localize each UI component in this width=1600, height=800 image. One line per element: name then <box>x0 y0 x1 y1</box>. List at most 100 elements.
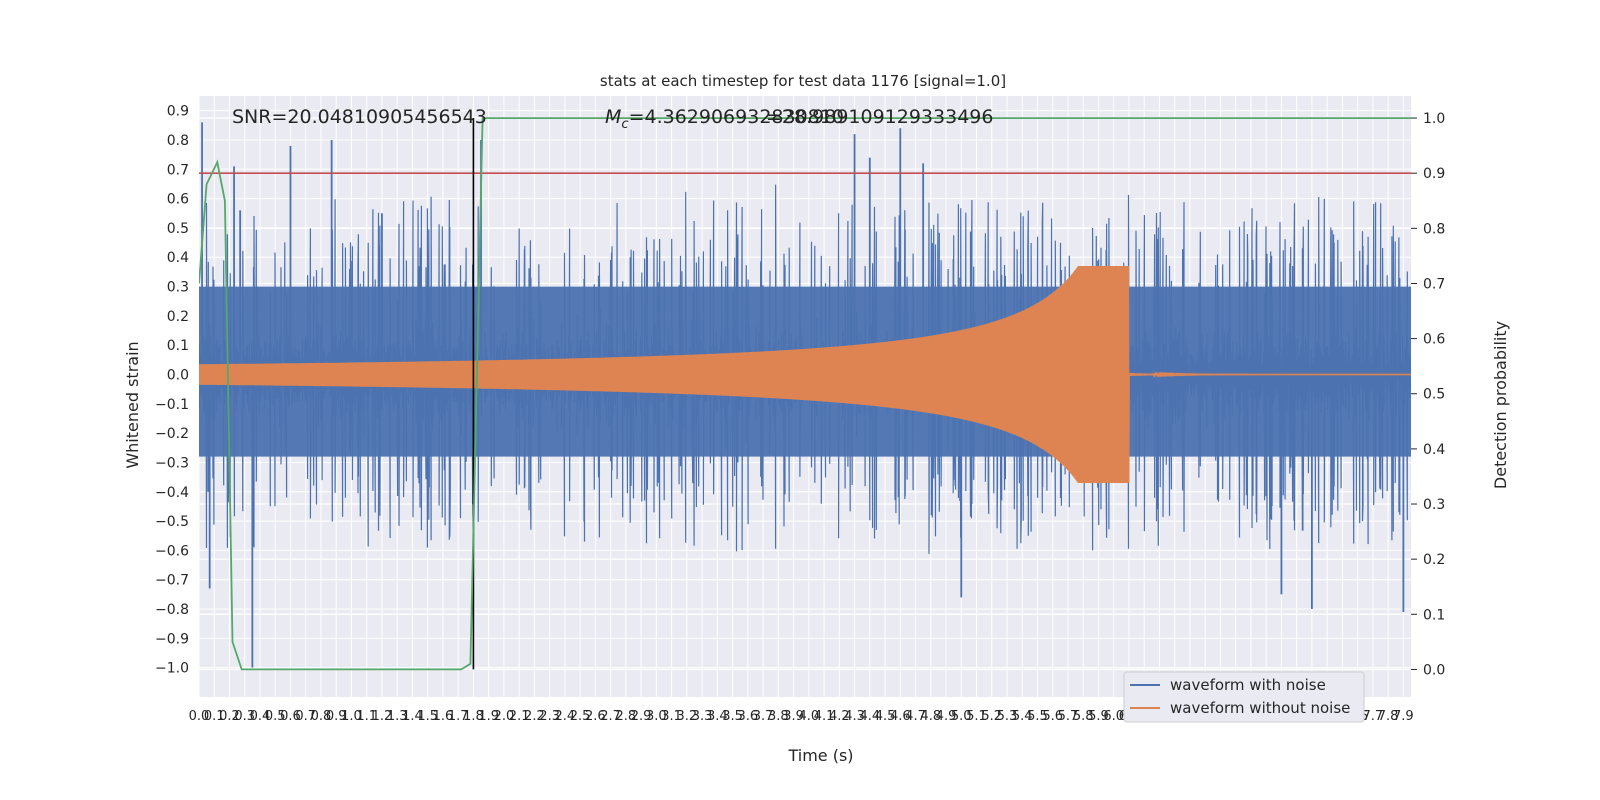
y2-tick-label: 0.3 <box>1423 497 1445 513</box>
legend-label-clean: waveform without noise <box>1170 699 1350 717</box>
x-tick-label: 3.4 <box>707 709 728 724</box>
x-tick-label: 3.9 <box>783 709 804 724</box>
y-tick-label: −0.9 <box>155 631 189 647</box>
x-tick-label: 5.9 <box>1088 709 1109 724</box>
x-tick-label: 0.2 <box>219 709 240 724</box>
x-tick-label: 7.7 <box>1363 709 1384 724</box>
x-tick-label: 1.6 <box>433 709 454 724</box>
y-tick-label: 0.3 <box>167 280 189 296</box>
y-tick-label: 0.8 <box>167 133 189 149</box>
y2-tick-label: 0.1 <box>1423 607 1445 623</box>
annotation-mc: Mc=4.362906932830810 <box>605 106 844 132</box>
x-tick-label: 2.5 <box>570 709 591 724</box>
x-tick-label: 5.8 <box>1073 709 1094 724</box>
annotation-mc-subscript: c <box>621 117 628 132</box>
x-tick-label: 5.7 <box>1058 709 1079 724</box>
x-tick-label: 6.0 <box>1103 709 1124 724</box>
x-tick-label: 3.8 <box>768 709 789 724</box>
x-tick-label: 4.5 <box>875 709 896 724</box>
y-tick-label: 0.6 <box>167 192 189 208</box>
y2-tick-label: 0.6 <box>1423 332 1445 348</box>
series-detection-probability <box>199 117 1411 671</box>
x-tick-label: 5.0 <box>951 709 972 724</box>
x-tick-label: 4.6 <box>890 709 911 724</box>
x-tick-label: 1.5 <box>417 709 438 724</box>
x-tick-label: 0.0 <box>189 709 210 724</box>
x-tick-label: 4.8 <box>920 709 941 724</box>
y-tick-label: −0.3 <box>155 455 189 471</box>
x-tick-label: 2.6 <box>585 709 606 724</box>
x-tick-label: 5.2 <box>981 709 1002 724</box>
annotation-mc-symbol: M <box>605 106 621 128</box>
x-tick-label: 4.4 <box>859 709 880 724</box>
x-tick-label: 4.9 <box>936 709 957 724</box>
y2-tick-label: 0.7 <box>1423 276 1445 292</box>
x-tick-label: 7.9 <box>1393 709 1414 724</box>
x-tick-label: 2.9 <box>631 709 652 724</box>
x-tick-label: 4.3 <box>844 709 865 724</box>
y-tick-label: −0.5 <box>155 514 189 530</box>
x-tick-label: 5.5 <box>1027 709 1048 724</box>
y2-tick-label: 0.8 <box>1423 221 1445 237</box>
legend-label-noise: waveform with noise <box>1170 676 1326 694</box>
x-tick-label: 4.7 <box>905 709 926 724</box>
x-tick-label: 0.1 <box>204 709 225 724</box>
x-tick-label: 1.2 <box>372 709 393 724</box>
x-tick-label: 5.4 <box>1012 709 1033 724</box>
x-tick-label: 1.8 <box>463 709 484 724</box>
y2-tick-label: 0.4 <box>1423 442 1445 458</box>
y2-tick-label: 0.5 <box>1423 387 1445 403</box>
x-tick-label: 5.1 <box>966 709 987 724</box>
x-tick-label: 3.6 <box>737 709 758 724</box>
x-tick-label: 0.6 <box>280 709 301 724</box>
y-tick-label: 0.0 <box>167 368 189 384</box>
x-tick-label: 1.1 <box>356 709 377 724</box>
x-tick-label: 2.3 <box>539 709 560 724</box>
x-tick-label: 0.7 <box>295 709 316 724</box>
x-tick-label: 2.2 <box>524 709 545 724</box>
y-tick-label: 0.9 <box>167 104 189 120</box>
annotation-mc-value: =4.362906932830810 <box>629 106 844 128</box>
y-tick-label: −1.0 <box>155 661 189 677</box>
x-tick-label: 2.1 <box>509 709 530 724</box>
x-tick-label: 4.1 <box>814 709 835 724</box>
y-tick-label: 0.1 <box>167 338 189 354</box>
x-axis-label: Time (s) <box>787 746 853 765</box>
x-tick-label: 4.0 <box>798 709 819 724</box>
series-waveform-without-noise <box>199 265 1411 484</box>
x-tick-label: 5.3 <box>997 709 1018 724</box>
x-tick-label: 3.2 <box>677 709 698 724</box>
x-tick-label: 1.0 <box>341 709 362 724</box>
x-tick-label: 0.5 <box>265 709 286 724</box>
legend-box <box>1123 671 1365 723</box>
y-tick-label: −0.6 <box>155 543 189 559</box>
y-tick-label: 0.2 <box>167 309 189 325</box>
y-axis-label: Whitened strain <box>123 341 142 468</box>
x-tick-label: 2.8 <box>616 709 637 724</box>
x-tick-label: 1.3 <box>387 709 408 724</box>
x-tick-label: 2.7 <box>600 709 621 724</box>
y2-tick-label: 0.9 <box>1423 166 1445 182</box>
y-tick-label: 0.5 <box>167 221 189 237</box>
x-tick-label: 1.4 <box>402 709 423 724</box>
y-tick-label: −0.7 <box>155 573 189 589</box>
y2-axis-label: Detection probability <box>1491 321 1510 489</box>
y2-axis-ticks: 1.0 0.9 0.8 0.7 0.6 0.5 0.4 0.3 0.2 0.1 0.0 <box>1411 111 1445 678</box>
chart-title: stats at each timestep for test data 117… <box>600 72 1006 90</box>
x-tick-label: 0.9 <box>326 709 347 724</box>
y-tick-label: 0.4 <box>167 250 189 266</box>
x-tick-label: 3.1 <box>661 709 682 724</box>
x-tick-label: 5.6 <box>1042 709 1063 724</box>
x-tick-label: 3.0 <box>646 709 667 724</box>
x-tick-label: 2.4 <box>555 709 576 724</box>
y-tick-label: −0.1 <box>155 397 189 413</box>
y-tick-label: −0.2 <box>155 426 189 442</box>
x-tick-label: 0.3 <box>234 709 255 724</box>
x-tick-label: 3.7 <box>753 709 774 724</box>
y-axis-ticks: 0.9 0.8 0.7 0.6 0.5 0.4 0.3 0.2 0.1 0.0 −0.1 −0.2 −0… <box>155 104 189 677</box>
annotation-snr: SNR=20.04810905456543 <box>232 106 487 128</box>
legend: waveform with noise waveform without noi… <box>1123 671 1365 723</box>
x-tick-label: 0.4 <box>250 709 271 724</box>
x-tick-label: 4.2 <box>829 709 850 724</box>
